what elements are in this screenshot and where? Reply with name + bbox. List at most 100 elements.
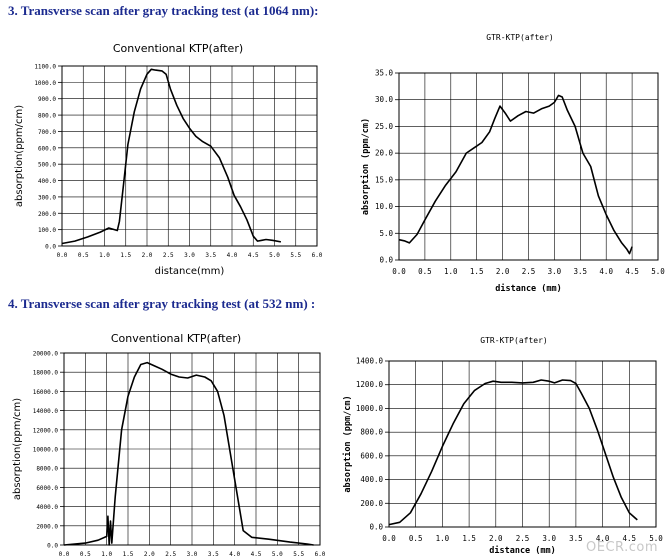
x-tick-label: 4.0 [229, 551, 240, 557]
y-tick-label: 1200.0 [356, 380, 384, 389]
y-tick-label: 6000.0 [36, 485, 58, 492]
y-tick-label: 200.0 [38, 211, 56, 218]
x-tick-label: 2.5 [522, 267, 536, 276]
x-tick-label: 3.0 [187, 551, 198, 557]
x-tick-label: 4.0 [599, 267, 613, 276]
x-tick-label: 2.0 [489, 534, 503, 543]
y-tick-label: 10.0 [375, 202, 394, 211]
x-tick-label: 5.0 [649, 534, 663, 543]
chart-title: GTR-KTP(after) [486, 33, 553, 42]
y-tick-label: 1100.0 [34, 64, 56, 71]
y-tick-label: 18000.0 [33, 370, 59, 377]
y-tick-label: 700.0 [38, 129, 56, 136]
x-tick-label: 0.5 [78, 252, 89, 259]
x-tick-label: 0.5 [418, 267, 432, 276]
y-tick-label: 200.0 [360, 499, 383, 508]
y-tick-label: 300.0 [38, 194, 56, 201]
x-tick-label: 2.0 [144, 551, 155, 557]
x-tick-label: 4.5 [251, 551, 262, 557]
x-tick-label: 1.0 [101, 551, 112, 557]
x-tick-label: 3.5 [205, 252, 216, 259]
y-tick-label: 600.0 [360, 451, 383, 460]
x-tick-label: 4.5 [625, 267, 639, 276]
x-tick-label: 2.5 [163, 252, 174, 259]
y-axis-label: absorption(ppm/cm) [12, 398, 23, 500]
y-tick-label: 600.0 [38, 145, 56, 152]
data-series-line [388, 379, 638, 526]
y-tick-label: 1000.0 [356, 404, 384, 413]
y-tick-label: 1400.0 [356, 357, 384, 366]
y-axis-label: absorption (ppm/cm) [360, 118, 371, 215]
x-tick-label: 3.0 [542, 534, 556, 543]
x-tick-label: 0.0 [392, 267, 406, 276]
y-tick-label: 800.0 [360, 428, 383, 437]
x-tick-label: 1.5 [123, 551, 134, 557]
y-tick-label: 12000.0 [33, 427, 59, 434]
chart-title: Conventional KTP(after) [111, 332, 241, 345]
x-tick-label: 3.0 [548, 267, 562, 276]
x-tick-label: 5.5 [293, 551, 304, 557]
y-tick-label: 25.0 [375, 122, 394, 131]
x-tick-label: 0.0 [57, 252, 68, 259]
y-tick-label: 4000.0 [36, 504, 58, 511]
section-heading-532nm: 4. Transverse scan after gray tracking t… [8, 296, 316, 311]
x-tick-label: 1.0 [99, 252, 110, 259]
data-series-line [63, 361, 314, 546]
x-tick-label: 3.5 [208, 551, 219, 557]
x-axis-label: distance (mm) [495, 283, 562, 294]
y-axis-label: absorption (ppm/cm) [342, 395, 353, 492]
x-tick-label: 2.0 [142, 252, 153, 259]
x-tick-label: 5.5 [290, 252, 301, 259]
y-tick-label: 30.0 [375, 95, 394, 104]
x-tick-label: 5.0 [651, 267, 665, 276]
plot-frame [63, 352, 321, 546]
y-tick-label: 400.0 [360, 475, 383, 484]
y-tick-label: 15.0 [375, 175, 394, 184]
y-tick-label: 0.0 [369, 523, 383, 532]
y-tick-label: 800.0 [38, 113, 56, 120]
data-series-line [61, 68, 282, 245]
y-tick-label: 900.0 [38, 96, 56, 103]
x-tick-label: 0.5 [80, 551, 91, 557]
x-axis-label: distance(mm) [155, 266, 225, 277]
x-tick-label: 1.5 [470, 267, 484, 276]
y-tick-label: 0.0 [45, 244, 56, 251]
x-tick-label: 6.0 [312, 252, 323, 259]
x-tick-label: 3.0 [184, 252, 195, 259]
y-tick-label: 14000.0 [33, 408, 59, 415]
data-series-line [398, 94, 633, 255]
x-tick-label: 3.5 [569, 534, 583, 543]
y-tick-label: 500.0 [38, 162, 56, 169]
y-tick-label: 0.0 [379, 256, 393, 265]
x-tick-label: 2.0 [496, 267, 510, 276]
x-tick-label: 0.5 [409, 534, 423, 543]
x-tick-label: 5.0 [269, 252, 280, 259]
y-axis-label: absorption(ppm/cm) [14, 105, 25, 207]
y-tick-label: 400.0 [38, 178, 56, 185]
chart-title: Conventional KTP(after) [113, 42, 243, 55]
x-tick-label: 4.0 [227, 252, 238, 259]
watermark-logo: OECR.com [586, 540, 658, 555]
x-tick-label: 3.5 [574, 267, 588, 276]
y-tick-label: 5.0 [379, 229, 393, 238]
x-tick-label: 6.0 [315, 551, 326, 557]
x-tick-label: 2.5 [165, 551, 176, 557]
x-tick-label: 1.5 [120, 252, 131, 259]
section-heading-1064nm: 3. Transverse scan after gray tracking t… [8, 3, 319, 18]
x-axis-label: distance (mm) [489, 545, 556, 556]
x-tick-label: 0.0 [382, 534, 396, 543]
plot-frame [61, 65, 318, 247]
y-tick-label: 0.0 [47, 543, 58, 550]
x-tick-label: 4.0 [596, 534, 610, 543]
x-tick-label: 5.0 [272, 551, 283, 557]
y-tick-label: 20.0 [375, 149, 394, 158]
plot-frame [398, 72, 659, 261]
x-tick-label: 1.0 [444, 267, 458, 276]
x-tick-label: 1.0 [436, 534, 450, 543]
y-tick-label: 35.0 [375, 69, 394, 78]
y-tick-label: 10000.0 [33, 447, 59, 454]
y-tick-label: 1000.0 [34, 80, 56, 87]
